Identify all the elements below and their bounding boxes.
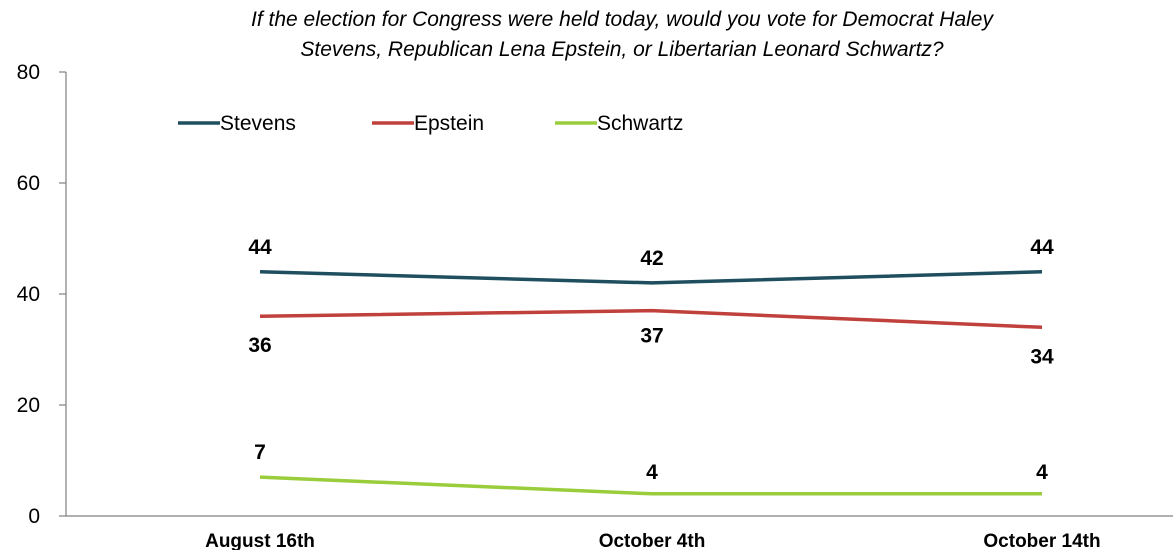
series-line-epstein	[259, 308, 1043, 330]
legend-label-epstein: Epstein	[414, 112, 484, 135]
y-tick-label: 20	[17, 394, 40, 417]
x-tick-label: October 14th	[983, 531, 1100, 550]
series-line-stevens	[259, 270, 1043, 285]
x-tick-label: October 4th	[599, 531, 706, 550]
chart-title-line-1: If the election for Congress were held t…	[251, 8, 994, 31]
data-label-stevens: 42	[640, 247, 663, 270]
x-tick-label: August 16th	[205, 531, 315, 550]
data-label-stevens: 44	[1030, 236, 1054, 259]
data-label-epstein: 36	[248, 334, 271, 357]
legend-label-schwartz: Schwartz	[597, 112, 683, 135]
chart-title: If the election for Congress were held t…	[251, 8, 994, 61]
chart-axes: 0 20 40 60 80 August 16th October 4th October 1…	[17, 61, 1173, 550]
data-label-epstein: 34	[1030, 345, 1054, 368]
series-lines	[259, 270, 1043, 496]
y-tick-label: 60	[17, 172, 40, 195]
data-label-stevens: 44	[248, 236, 272, 259]
data-label-schwartz: 7	[254, 441, 266, 464]
data-label-epstein: 37	[640, 325, 663, 348]
legend-label-stevens: Stevens	[220, 112, 296, 135]
y-tick-label: 40	[17, 283, 40, 306]
chart-title-line-2: Stevens, Republican Lena Epstein, or Lib…	[300, 38, 944, 61]
y-tick-label: 0	[28, 505, 40, 528]
series-line-schwartz	[259, 475, 1042, 496]
data-label-schwartz: 4	[646, 461, 658, 484]
legend: Stevens Epstein Schwartz	[178, 112, 683, 135]
y-tick-label: 80	[17, 61, 40, 84]
data-label-schwartz: 4	[1036, 461, 1048, 484]
